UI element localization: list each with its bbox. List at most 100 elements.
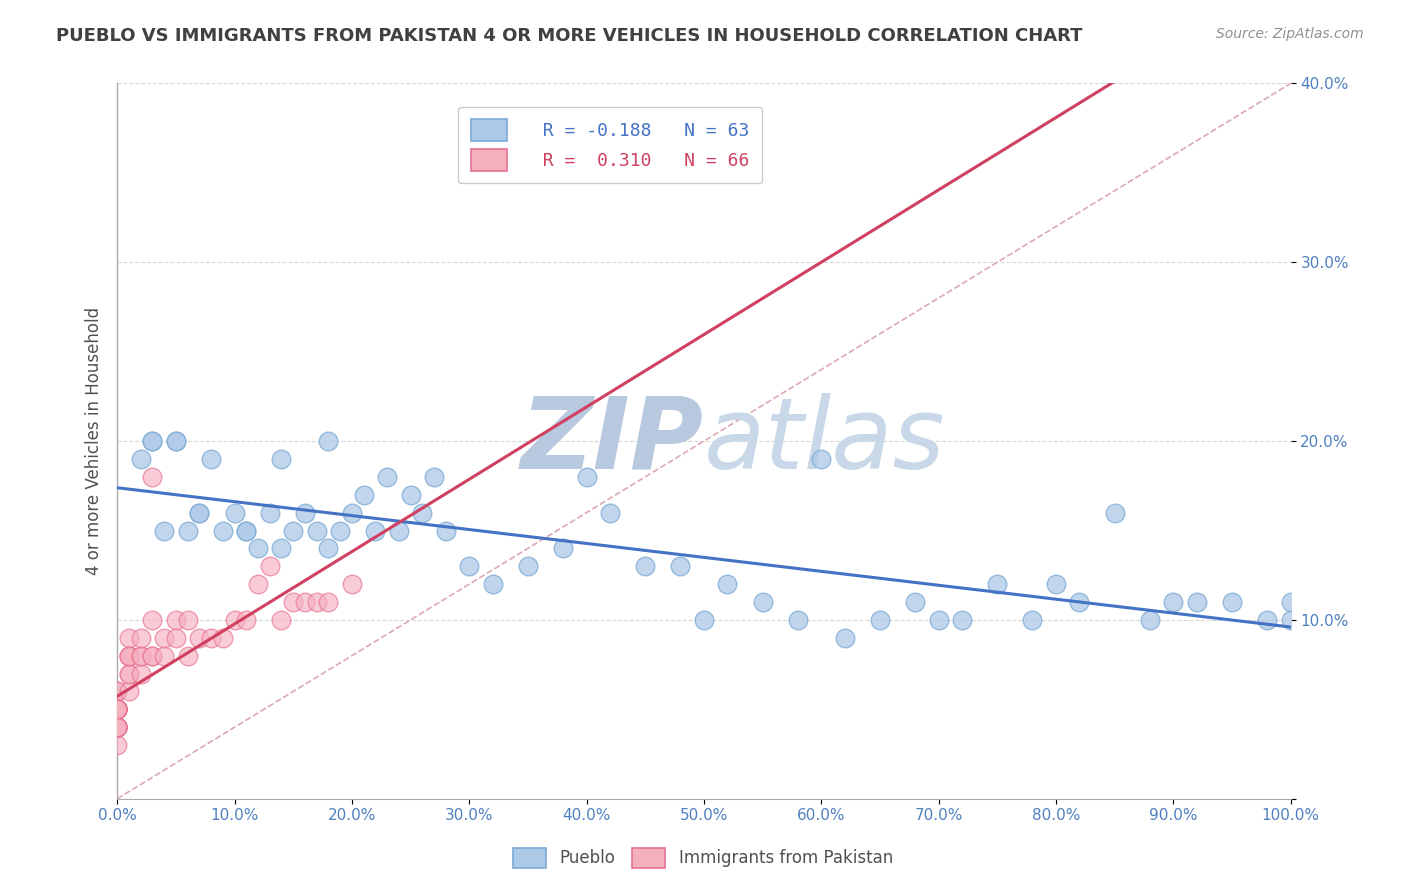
Point [118, 666, 141, 681]
Point [188, 506, 211, 520]
Point [224, 506, 246, 520]
Point [399, 488, 422, 502]
Point [259, 506, 281, 520]
Point [105, 720, 128, 734]
Point [188, 631, 211, 645]
Point [165, 434, 187, 449]
Point [176, 613, 198, 627]
Point [105, 720, 128, 734]
Point [153, 524, 176, 538]
Point [118, 648, 141, 663]
Point [188, 506, 211, 520]
Point [105, 702, 128, 716]
Point [153, 648, 176, 663]
Point [105, 702, 128, 716]
Point [105, 720, 128, 734]
Point [235, 524, 257, 538]
Point [105, 702, 128, 716]
Legend: Pueblo, Immigrants from Pakistan: Pueblo, Immigrants from Pakistan [506, 841, 900, 875]
Y-axis label: 4 or more Vehicles in Household: 4 or more Vehicles in Household [86, 307, 103, 575]
Point [105, 684, 128, 698]
Legend:   R = -0.188   N = 63,   R =  0.310   N = 66: R = -0.188 N = 63, R = 0.310 N = 66 [458, 107, 762, 184]
Point [411, 506, 433, 520]
Point [105, 702, 128, 716]
Point [1104, 506, 1126, 520]
Point [1139, 613, 1161, 627]
Point [318, 595, 340, 609]
Point [1185, 595, 1208, 609]
Point [246, 541, 269, 556]
Point [810, 452, 832, 467]
Text: Source: ZipAtlas.com: Source: ZipAtlas.com [1216, 27, 1364, 41]
Point [105, 702, 128, 716]
Point [283, 595, 305, 609]
Point [105, 702, 128, 716]
Point [283, 524, 305, 538]
Point [129, 452, 152, 467]
Point [176, 648, 198, 663]
Point [105, 720, 128, 734]
Point [165, 434, 187, 449]
Point [458, 559, 481, 574]
Point [153, 631, 176, 645]
Point [235, 524, 257, 538]
Point [1021, 613, 1043, 627]
Point [904, 595, 927, 609]
Point [364, 524, 387, 538]
Point [105, 684, 128, 698]
Point [340, 577, 363, 591]
Point [1161, 595, 1184, 609]
Point [388, 524, 411, 538]
Text: atlas: atlas [704, 392, 945, 490]
Point [481, 577, 503, 591]
Point [129, 666, 152, 681]
Point [105, 720, 128, 734]
Point [224, 613, 246, 627]
Point [105, 738, 128, 752]
Point [669, 559, 692, 574]
Point [105, 720, 128, 734]
Point [318, 541, 340, 556]
Point [105, 702, 128, 716]
Point [575, 470, 598, 484]
Point [105, 702, 128, 716]
Point [434, 524, 457, 538]
Point [105, 720, 128, 734]
Point [259, 559, 281, 574]
Point [950, 613, 973, 627]
Point [118, 631, 141, 645]
Point [105, 720, 128, 734]
Point [105, 702, 128, 716]
Point [716, 577, 738, 591]
Point [141, 470, 163, 484]
Point [693, 613, 716, 627]
Point [211, 524, 233, 538]
Point [118, 648, 141, 663]
Point [105, 702, 128, 716]
Point [305, 595, 328, 609]
Point [129, 648, 152, 663]
Point [105, 702, 128, 716]
Point [786, 613, 808, 627]
Point [869, 613, 891, 627]
Point [928, 613, 950, 627]
Point [1069, 595, 1091, 609]
Point [141, 434, 163, 449]
Point [1279, 595, 1302, 609]
Point [751, 595, 773, 609]
Point [1279, 613, 1302, 627]
Point [105, 720, 128, 734]
Point [211, 631, 233, 645]
Point [165, 631, 187, 645]
Point [294, 595, 316, 609]
Point [294, 506, 316, 520]
Point [270, 613, 292, 627]
Point [200, 452, 222, 467]
Point [105, 702, 128, 716]
Point [986, 577, 1008, 591]
Point [516, 559, 538, 574]
Point [375, 470, 398, 484]
Point [141, 648, 163, 663]
Point [105, 702, 128, 716]
Point [105, 720, 128, 734]
